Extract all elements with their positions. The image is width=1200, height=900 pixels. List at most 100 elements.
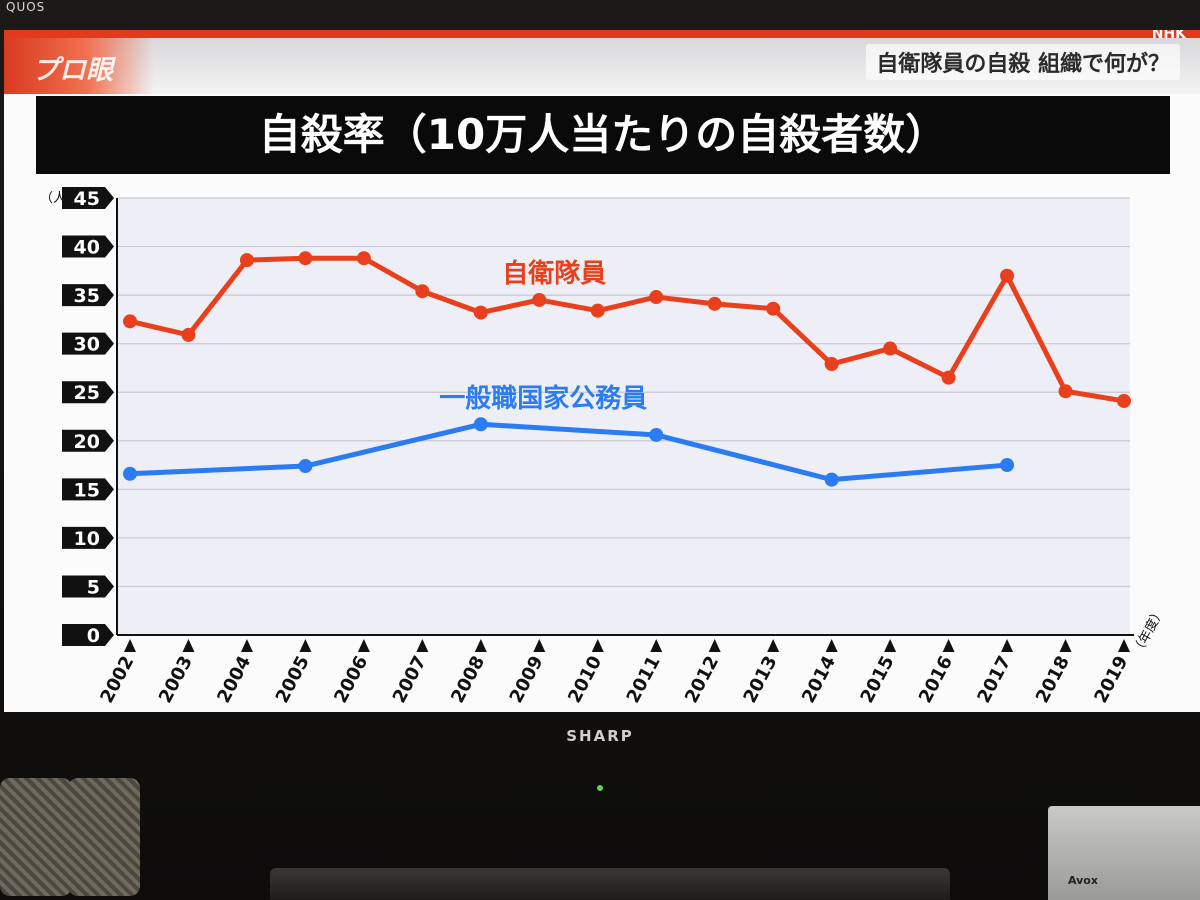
x-tick-label: 2005	[272, 652, 314, 706]
x-tick-label: 2011	[623, 652, 665, 706]
x-tick-marker	[1118, 639, 1130, 652]
series-1-point	[766, 301, 781, 316]
series-2-point	[1000, 458, 1015, 473]
program-logo: プロ眼	[32, 55, 113, 86]
y-tick-marker	[62, 526, 114, 549]
x-tick-marker	[884, 639, 897, 652]
x-tick-marker	[1001, 639, 1014, 652]
x-tick-label: 2007	[389, 652, 431, 706]
x-tick-marker	[942, 639, 955, 652]
line-chart: 0 5 10 15 20 25 30 35 40 45（人） 2002 2003 2004 2005 200…	[40, 187, 1168, 707]
series-label-2: 一般職国家公務員	[439, 383, 647, 414]
series-2-point	[123, 466, 137, 481]
x-tick-marker	[650, 639, 663, 652]
program-logo-backdrop	[4, 38, 154, 94]
y-tick-label: 35	[74, 285, 100, 307]
y-tick-marker	[62, 187, 114, 209]
x-tick-marker	[767, 639, 780, 652]
y-tick-label: 25	[74, 382, 100, 404]
y-tick-marker	[62, 575, 114, 598]
series-1-point	[883, 341, 898, 356]
x-tick-label: 2015	[856, 652, 898, 706]
series-2-point	[473, 417, 488, 432]
y-tick-label: 30	[74, 334, 100, 356]
x-tick-label: 2006	[330, 652, 372, 706]
series-1-point	[824, 357, 839, 372]
series-1-point	[239, 253, 254, 268]
subject-caption: 自衛隊員の自殺 組織で何が？	[866, 44, 1180, 80]
x-tick-marker	[533, 639, 546, 652]
tv-brand-logo: SHARP	[566, 727, 634, 745]
y-tick-marker	[62, 429, 114, 452]
x-tick-label: 2014	[798, 652, 840, 706]
title-bar: 自殺率（10万人当たりの自殺者数）	[36, 96, 1170, 174]
tv-screen: プロ眼 NHK 自衛隊員の自殺 組織で何が？ 自殺率（10万人当たりの自殺者数）…	[4, 30, 1200, 712]
series-line-2	[127, 421, 1010, 483]
series-2-point	[298, 459, 313, 474]
series-1-point	[473, 305, 488, 320]
series-line-1	[127, 255, 1127, 404]
power-led-icon	[597, 785, 603, 791]
x-axis-unit-label: （年度）	[1129, 604, 1168, 657]
x-tick-label: 2002	[96, 652, 138, 706]
side-device: Avox	[1048, 806, 1200, 900]
y-tick-label: 15	[74, 479, 100, 501]
y-tick-label: 40	[74, 237, 100, 259]
y-tick-label: 20	[74, 431, 100, 453]
x-tick-marker	[124, 639, 136, 652]
x-tick-marker	[357, 639, 370, 652]
series-1-point	[356, 251, 371, 266]
series-1-point	[590, 303, 605, 318]
series-1-point	[1000, 268, 1015, 283]
y-tick-marker	[62, 235, 114, 258]
x-tick-marker	[240, 639, 253, 652]
series-1-point	[532, 292, 547, 307]
x-tick-label: 2009	[506, 652, 548, 706]
x-tick-marker	[591, 639, 604, 652]
series-1-point	[298, 251, 313, 266]
series-1-point	[415, 284, 430, 299]
y-tick-marker	[62, 332, 114, 355]
x-tick-marker	[182, 639, 195, 652]
series-1-point	[1058, 384, 1073, 399]
series-2-point	[824, 472, 839, 487]
series-1-point	[941, 370, 956, 385]
series-1-point	[1117, 393, 1131, 408]
x-tick-label: 2004	[213, 652, 255, 706]
side-device-label: Avox	[1068, 874, 1098, 887]
x-tick-marker	[416, 639, 429, 652]
y-tick-label: 45	[74, 188, 100, 210]
x-tick-label: 2016	[915, 652, 957, 706]
x-tick-label: 2018	[1032, 652, 1074, 706]
y-tick-marker	[62, 381, 114, 404]
x-tick-marker	[1059, 639, 1072, 652]
network-logo: NHK	[1151, 30, 1186, 42]
chart-title: 自殺率（10万人当たりの自殺者数）	[258, 110, 948, 159]
x-tick-marker	[299, 639, 312, 652]
x-tick-marker	[708, 639, 721, 652]
x-tick-marker	[825, 639, 838, 652]
accent-strip	[4, 30, 1200, 38]
woven-doll-left	[0, 778, 72, 896]
tv-stand	[270, 868, 950, 900]
y-tick-label: 0	[87, 625, 100, 647]
woven-doll-right	[68, 778, 140, 896]
x-tick-label: 2008	[447, 652, 489, 706]
tv-brand-top-label: QUOS	[6, 0, 46, 14]
x-tick-label: 2012	[681, 652, 723, 706]
x-tick-label: 2019	[1090, 652, 1132, 706]
x-tick-marker	[474, 639, 487, 652]
series-1-point	[123, 314, 137, 329]
x-tick-label: 2003	[155, 652, 197, 706]
plot-area	[117, 198, 1130, 635]
series-label-1: 自衛隊員	[502, 258, 606, 289]
y-axis-unit-label: （人）	[40, 191, 79, 206]
y-tick-label: 10	[74, 528, 100, 550]
y-tick-marker	[62, 624, 114, 646]
y-tick-label: 5	[87, 576, 100, 598]
y-tick-marker	[62, 478, 114, 501]
y-tick-marker	[62, 284, 114, 307]
x-tick-label: 2017	[973, 652, 1015, 706]
series-2-point	[649, 427, 664, 442]
series-1-point	[181, 327, 196, 342]
